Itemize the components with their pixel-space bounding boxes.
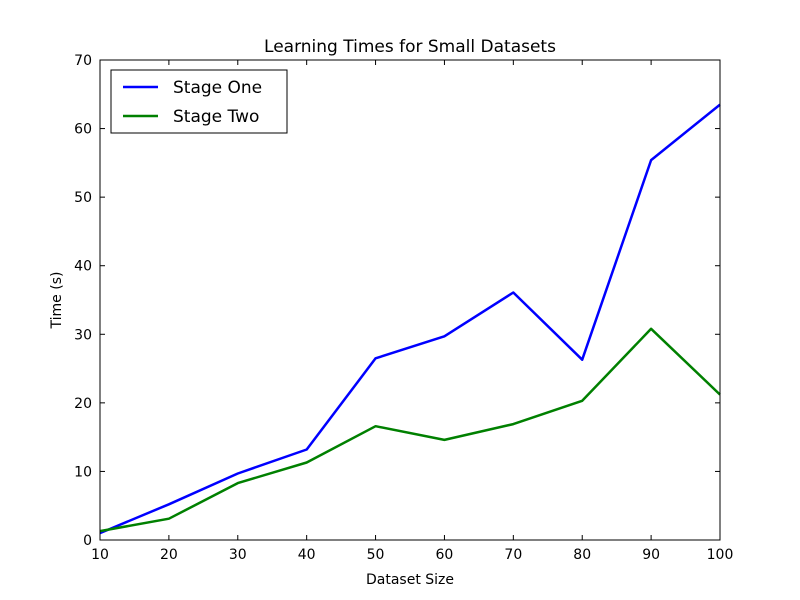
x-tick-label: 100	[707, 547, 734, 563]
legend-label-stage-two: Stage Two	[173, 107, 259, 127]
chart-title: Learning Times for Small Datasets	[264, 37, 556, 57]
x-tick-label: 80	[573, 547, 591, 563]
series-line-stage-two	[99, 327, 721, 533]
y-tick-label: 30	[74, 327, 92, 343]
y-tick-label: 70	[74, 53, 92, 69]
x-tick-label: 10	[91, 547, 109, 563]
y-tick-label: 10	[74, 464, 92, 480]
y-tick-label: 0	[83, 533, 92, 549]
y-tick-label: 40	[74, 259, 92, 275]
legend-label-stage-one: Stage One	[173, 78, 262, 98]
y-tick-label: 20	[74, 396, 92, 412]
y-axis: 0 10 20 30 40 50 60 70	[74, 53, 720, 549]
x-tick-label: 20	[160, 547, 178, 563]
x-tick-label: 50	[367, 547, 385, 563]
legend: Stage One Stage Two	[110, 69, 288, 134]
legend-frame	[110, 69, 288, 134]
x-tick-label: 90	[642, 547, 660, 563]
x-axis: 10 20 30 40 50 60 70 80 90 100	[91, 60, 733, 563]
x-axis-label: Dataset Size	[366, 572, 454, 588]
y-tick-label: 50	[74, 190, 92, 206]
y-tick-label: 60	[74, 122, 92, 138]
series-line-stage-one	[99, 103, 721, 535]
y-axis-label: Time (s)	[49, 272, 65, 330]
x-tick-label: 30	[229, 547, 247, 563]
x-tick-label: 40	[298, 547, 316, 563]
x-tick-label: 70	[504, 547, 522, 563]
plot-lines	[99, 103, 721, 535]
x-tick-label: 60	[436, 547, 454, 563]
plot-area-frame	[99, 59, 721, 541]
